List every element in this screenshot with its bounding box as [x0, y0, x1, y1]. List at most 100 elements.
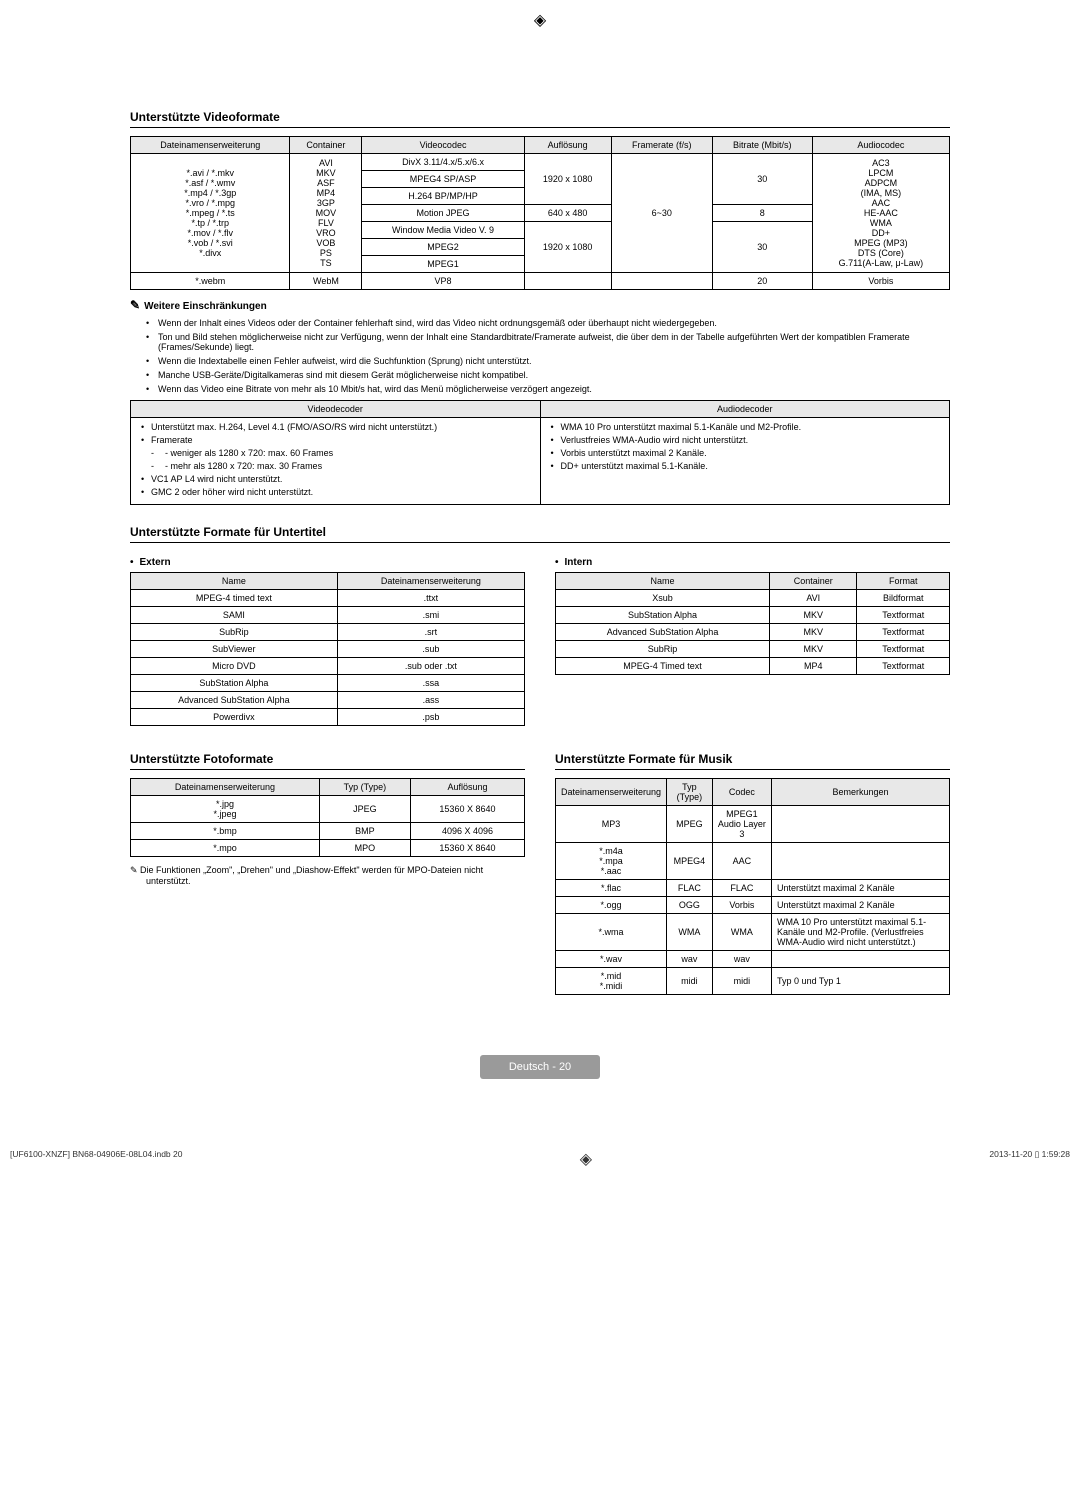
br2: 8 — [712, 205, 812, 222]
p20: *.mpo — [131, 840, 320, 857]
mh2: Codec — [712, 779, 771, 806]
m03 — [772, 806, 950, 843]
ad3: DD+ unterstützt maximal 5.1-Kanäle. — [561, 461, 942, 471]
codec1: MPEG4 SP/ASP — [362, 171, 524, 188]
m43: WMA 10 Pro unterstützt maximal 5.1-Kanäl… — [772, 914, 950, 951]
vh-6: Audiocodec — [812, 137, 949, 154]
is11: MKV — [770, 607, 857, 624]
ad0: WMA 10 Pro unterstützt maximal 5.1-Kanäl… — [561, 422, 942, 432]
subtitle-section: Unterstützte Formate für Untertitel — [130, 525, 950, 543]
webm-br: 20 — [712, 273, 812, 290]
m20: *.flac — [556, 880, 667, 897]
es50: SubStation Alpha — [131, 675, 338, 692]
ph0: Dateinamenserweiterung — [131, 779, 320, 796]
codec4: Window Media Video V. 9 — [362, 222, 524, 239]
restrictions-heading: Weitere Einschränkungen — [130, 298, 950, 312]
ish1: Container — [770, 573, 857, 590]
m00: MP3 — [556, 806, 667, 843]
m32: Vorbis — [712, 897, 771, 914]
vh-3: Auflösung — [524, 137, 611, 154]
page-content: Unterstützte Videoformate Dateinamenserw… — [0, 0, 1080, 1149]
m31: OGG — [667, 897, 713, 914]
restrictions-list: Wenn der Inhalt eines Videos oder der Co… — [130, 318, 950, 394]
vext: *.avi / *.mkv *.asf / *.wmv *.mp4 / *.3g… — [131, 154, 290, 273]
m42: WMA — [712, 914, 771, 951]
music-table: Dateinamenserweiterung Typ (Type) Codec … — [555, 778, 950, 995]
vh-5: Bitrate (Mbit/s) — [712, 137, 812, 154]
m60: *.mid *.midi — [556, 968, 667, 995]
m63: Typ 0 und Typ 1 — [772, 968, 950, 995]
es61: .ass — [337, 692, 524, 709]
vd4: VC1 AP L4 wird nicht unterstützt. — [151, 474, 532, 484]
m40: *.wma — [556, 914, 667, 951]
m50: *.wav — [556, 951, 667, 968]
restrictions-title: Weitere Einschränkungen — [130, 301, 267, 312]
ph2: Auflösung — [410, 779, 524, 796]
bottom-left: [UF6100-XNZF] BN68-04906E-08L04.indb 20 — [10, 1149, 182, 1169]
m13 — [772, 843, 950, 880]
esh1: Dateinamenserweiterung — [337, 573, 524, 590]
p01: JPEG — [319, 796, 410, 823]
dh0: Videodecoder — [131, 401, 541, 418]
is10: SubStation Alpha — [556, 607, 770, 624]
m11: MPEG4 — [667, 843, 713, 880]
is22: Textformat — [857, 624, 950, 641]
intern-label: Intern — [555, 557, 950, 568]
es40: Micro DVD — [131, 658, 338, 675]
m12: AAC — [712, 843, 771, 880]
es71: .psb — [337, 709, 524, 726]
is20: Advanced SubStation Alpha — [556, 624, 770, 641]
is41: MP4 — [770, 658, 857, 675]
is42: Textformat — [857, 658, 950, 675]
webm-ext: *.webm — [131, 273, 290, 290]
vh-1: Container — [290, 137, 362, 154]
p10: *.bmp — [131, 823, 320, 840]
m62: midi — [712, 968, 771, 995]
res1: 1920 x 1080 — [524, 154, 611, 205]
framerate: 6~30 — [611, 154, 712, 273]
vd3: - mehr als 1280 x 720: max. 30 Frames — [151, 461, 532, 471]
p21: MPO — [319, 840, 410, 857]
br3: 30 — [712, 222, 812, 273]
r0: Wenn der Inhalt eines Videos oder der Co… — [158, 318, 950, 328]
music-title: Unterstützte Formate für Musik — [555, 752, 950, 770]
ish2: Format — [857, 573, 950, 590]
m53 — [772, 951, 950, 968]
res3: 1920 x 1080 — [524, 222, 611, 273]
vd5: GMC 2 oder höher wird nicht unterstützt. — [151, 487, 532, 497]
p11: BMP — [319, 823, 410, 840]
esh0: Name — [131, 573, 338, 590]
ph1: Typ (Type) — [319, 779, 410, 796]
vd2: - weniger als 1280 x 720: max. 60 Frames — [151, 448, 532, 458]
es30: SubViewer — [131, 641, 338, 658]
p22: 15360 X 8640 — [410, 840, 524, 857]
vh-4: Framerate (f/s) — [611, 137, 712, 154]
vh-0: Dateinamenserweiterung — [131, 137, 290, 154]
codec3: Motion JPEG — [362, 205, 524, 222]
video-format-table: Dateinamenserweiterung Container Videoco… — [130, 136, 950, 290]
m30: *.ogg — [556, 897, 667, 914]
vd1: Framerate — [151, 435, 532, 445]
m10: *.m4a *.mpa *.aac — [556, 843, 667, 880]
is32: Textformat — [857, 641, 950, 658]
es70: Powerdivx — [131, 709, 338, 726]
decoder-table: Videodecoder Audiodecoder Unterstützt ma… — [130, 400, 950, 505]
is31: MKV — [770, 641, 857, 658]
codec5: MPEG2 — [362, 239, 524, 256]
codec2: H.264 BP/MP/HP — [362, 188, 524, 205]
section-video-title: Unterstützte Videoformate — [130, 110, 950, 128]
es31: .sub — [337, 641, 524, 658]
is01: AVI — [770, 590, 857, 607]
es51: .ssa — [337, 675, 524, 692]
photo-note: Die Funktionen „Zoom", „Drehen" und „Dia… — [130, 865, 525, 886]
codec0: DivX 3.11/4.x/5.x/6.x — [362, 154, 524, 171]
m02: MPEG1 Audio Layer 3 — [712, 806, 771, 843]
m01: MPEG — [667, 806, 713, 843]
r3: Manche USB-Geräte/Digitalkameras sind mi… — [158, 370, 950, 380]
m41: WMA — [667, 914, 713, 951]
vd0: Unterstützt max. H.264, Level 4.1 (FMO/A… — [151, 422, 532, 432]
is00: Xsub — [556, 590, 770, 607]
m61: midi — [667, 968, 713, 995]
webm-codec: VP8 — [362, 273, 524, 290]
m52: wav — [712, 951, 771, 968]
